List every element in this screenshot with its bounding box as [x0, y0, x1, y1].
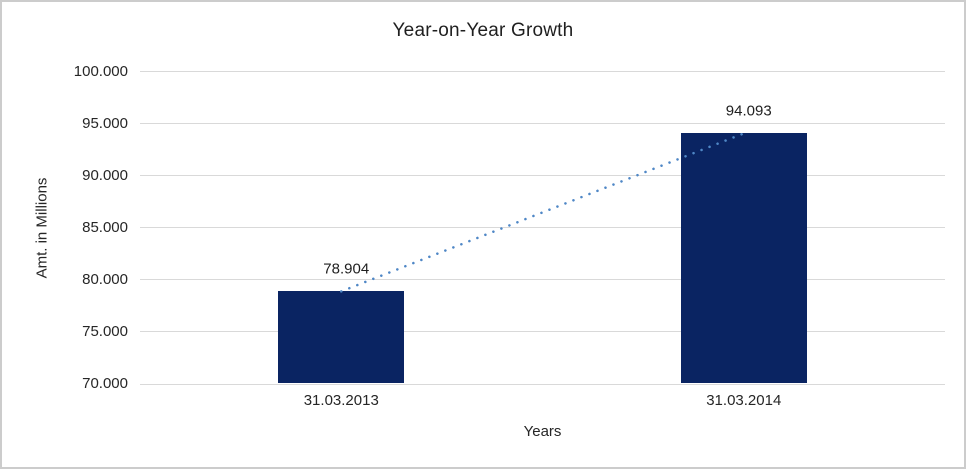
x-tick-label: 31.03.2014	[706, 392, 782, 409]
gridline	[140, 331, 945, 332]
y-tick-label: 70.000	[82, 375, 128, 392]
x-tick-label: 31.03.2013	[303, 392, 379, 409]
gridline	[140, 175, 945, 176]
gridline	[140, 123, 945, 124]
bar	[680, 133, 807, 383]
x-axis-line	[140, 384, 945, 385]
plot-area: 78.904 94.093	[140, 71, 945, 385]
y-tick-label: 80.000	[82, 271, 128, 288]
y-tick-label: 85.000	[82, 219, 128, 236]
bar-value-label: 78.904	[323, 260, 370, 278]
gridline	[140, 71, 945, 72]
y-tick-label: 75.000	[82, 323, 128, 340]
y-tick-label: 100.000	[73, 63, 128, 80]
gridline	[140, 227, 945, 228]
chart-title: Year-on-Year Growth	[392, 20, 574, 41]
trendline	[340, 132, 745, 293]
y-tick-label: 90.000	[82, 167, 128, 184]
x-axis-title: Years	[523, 423, 562, 440]
gridline	[140, 279, 945, 280]
bar	[278, 291, 405, 383]
bar-value-label: 94.093	[725, 102, 772, 120]
y-tick-label: 95.000	[82, 115, 128, 132]
